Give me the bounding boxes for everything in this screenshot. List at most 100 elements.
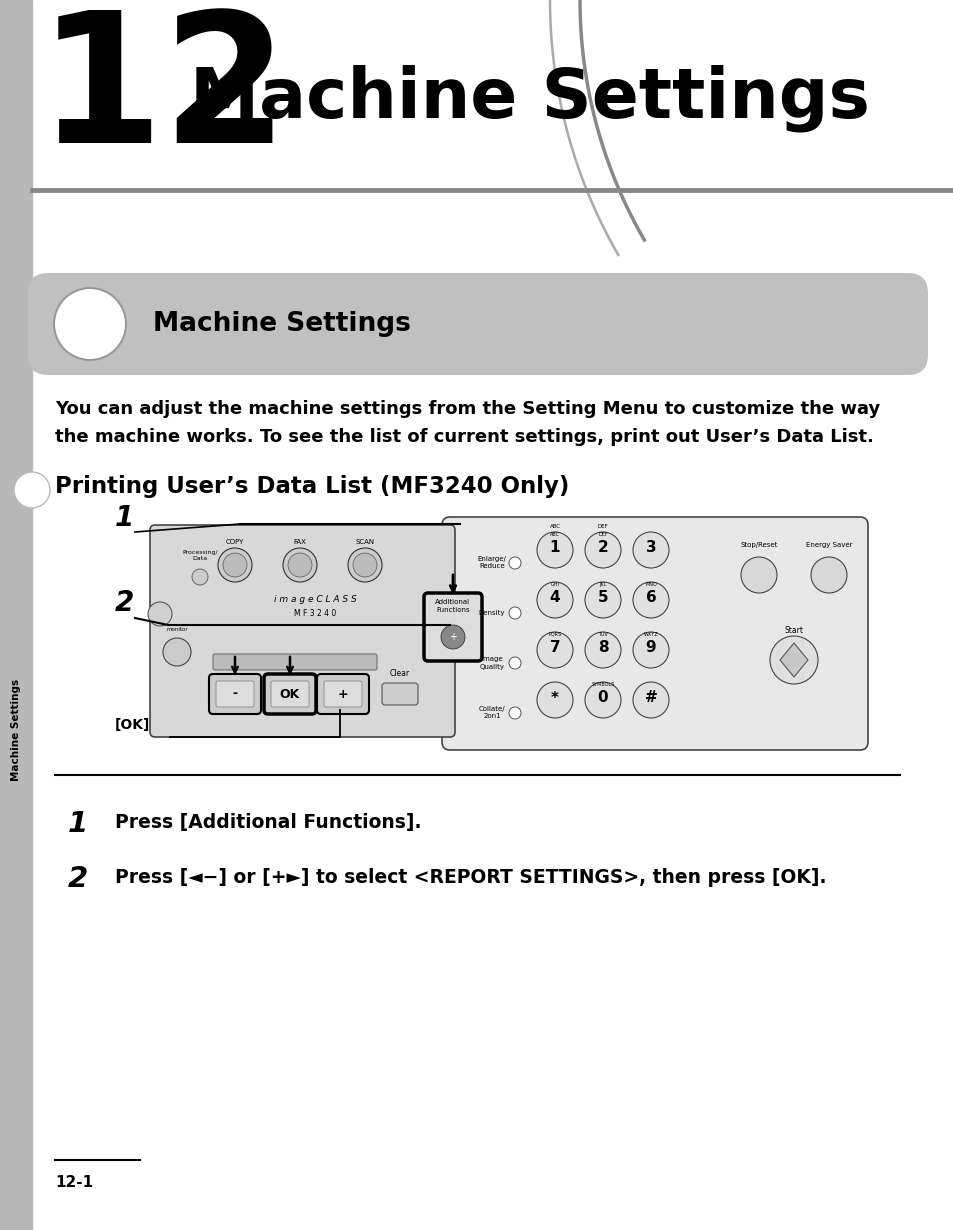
Text: 3: 3: [645, 540, 656, 556]
Circle shape: [740, 557, 776, 593]
Text: 0: 0: [598, 690, 608, 706]
Circle shape: [348, 549, 381, 582]
Text: Machine Settings: Machine Settings: [11, 679, 21, 781]
Polygon shape: [780, 643, 807, 677]
Text: OK: OK: [279, 688, 300, 701]
Text: 2: 2: [68, 865, 89, 893]
Text: ABC: ABC: [549, 524, 560, 529]
Text: MNO: MNO: [644, 582, 657, 587]
Circle shape: [223, 554, 247, 577]
Text: COPY: COPY: [226, 539, 244, 545]
Text: 12: 12: [38, 5, 289, 181]
Circle shape: [509, 707, 520, 720]
Text: 7: 7: [549, 641, 559, 656]
Circle shape: [769, 636, 817, 684]
Text: You can adjust the machine settings from the Setting Menu to customize the way: You can adjust the machine settings from…: [55, 400, 880, 418]
Circle shape: [584, 681, 620, 718]
Text: Stop/Reset: Stop/Reset: [740, 542, 777, 549]
Text: 6: 6: [645, 590, 656, 605]
Text: PQRS: PQRS: [548, 632, 561, 637]
FancyBboxPatch shape: [423, 593, 481, 661]
Text: 5: 5: [598, 590, 608, 605]
Text: DEF: DEF: [597, 524, 608, 529]
Text: DEF: DEF: [598, 533, 607, 538]
Circle shape: [283, 549, 316, 582]
Circle shape: [633, 632, 668, 668]
Circle shape: [14, 472, 50, 508]
FancyBboxPatch shape: [213, 654, 376, 670]
FancyBboxPatch shape: [381, 683, 417, 705]
Circle shape: [440, 625, 464, 649]
Circle shape: [584, 632, 620, 668]
Text: Press [◄−] or [+►] to select <REPORT SETTINGS>, then press [OK].: Press [◄−] or [+►] to select <REPORT SET…: [115, 868, 825, 887]
Circle shape: [218, 549, 252, 582]
Text: [OK]: [OK]: [115, 718, 151, 732]
Text: ABC: ABC: [550, 533, 559, 538]
Text: Processing/
Data: Processing/ Data: [182, 550, 217, 561]
FancyBboxPatch shape: [28, 273, 927, 375]
Circle shape: [810, 557, 846, 593]
Circle shape: [353, 554, 376, 577]
Text: Density: Density: [478, 610, 505, 616]
Circle shape: [192, 569, 208, 585]
Text: 9: 9: [645, 641, 656, 656]
FancyBboxPatch shape: [271, 681, 309, 707]
Circle shape: [148, 601, 172, 626]
Text: Machine Settings: Machine Settings: [152, 311, 411, 337]
Circle shape: [633, 681, 668, 718]
Circle shape: [633, 582, 668, 617]
Text: Press [Additional Functions].: Press [Additional Functions].: [115, 813, 421, 831]
FancyBboxPatch shape: [150, 525, 455, 737]
Text: Energy Saver: Energy Saver: [805, 542, 851, 549]
Text: *: *: [551, 690, 558, 706]
Circle shape: [584, 533, 620, 568]
FancyBboxPatch shape: [441, 517, 867, 750]
Circle shape: [288, 554, 312, 577]
Text: 1: 1: [549, 540, 559, 556]
Text: +: +: [449, 632, 456, 642]
Text: -: -: [233, 688, 237, 701]
Circle shape: [537, 681, 573, 718]
Text: #: #: [644, 690, 657, 706]
Text: TUV: TUV: [598, 632, 607, 637]
Text: M F 3 2 4 0: M F 3 2 4 0: [294, 610, 335, 619]
FancyBboxPatch shape: [316, 674, 369, 713]
Text: Start: Start: [783, 626, 802, 635]
Text: GHI: GHI: [550, 582, 558, 587]
Text: Printing User’s Data List (MF3240 Only): Printing User’s Data List (MF3240 Only): [55, 475, 569, 498]
FancyBboxPatch shape: [324, 681, 361, 707]
FancyBboxPatch shape: [264, 674, 315, 713]
Text: the machine works. To see the list of current settings, print out User’s Data Li: the machine works. To see the list of cu…: [55, 428, 873, 446]
Text: Collate/
2on1: Collate/ 2on1: [478, 706, 505, 720]
Circle shape: [509, 557, 520, 569]
Bar: [0, 0, 32, 1230]
Text: Additional: Additional: [435, 599, 470, 605]
Circle shape: [537, 632, 573, 668]
Text: Clear: Clear: [390, 669, 410, 678]
Circle shape: [163, 638, 191, 665]
Text: Image
Quality: Image Quality: [479, 657, 504, 669]
Text: 4: 4: [549, 590, 559, 605]
Text: FAX: FAX: [294, 539, 306, 545]
Text: 12-1: 12-1: [55, 1175, 93, 1189]
Text: JKL: JKL: [598, 582, 606, 587]
Text: i m a g e C L A S S: i m a g e C L A S S: [274, 595, 356, 604]
Text: 2: 2: [597, 540, 608, 556]
FancyBboxPatch shape: [209, 674, 261, 713]
Text: 1: 1: [115, 504, 134, 533]
Text: Machine Settings: Machine Settings: [190, 65, 869, 133]
Circle shape: [633, 533, 668, 568]
Text: 1: 1: [68, 811, 89, 838]
FancyBboxPatch shape: [215, 681, 253, 707]
Text: 2: 2: [115, 589, 134, 617]
Circle shape: [537, 533, 573, 568]
Text: WXYZ: WXYZ: [643, 632, 658, 637]
Circle shape: [584, 582, 620, 617]
Text: Functions: Functions: [436, 606, 469, 613]
Text: +: +: [337, 688, 348, 701]
Circle shape: [537, 582, 573, 617]
Text: SCAN: SCAN: [355, 539, 375, 545]
Text: 8: 8: [598, 641, 608, 656]
Circle shape: [509, 606, 520, 619]
Circle shape: [54, 288, 126, 360]
